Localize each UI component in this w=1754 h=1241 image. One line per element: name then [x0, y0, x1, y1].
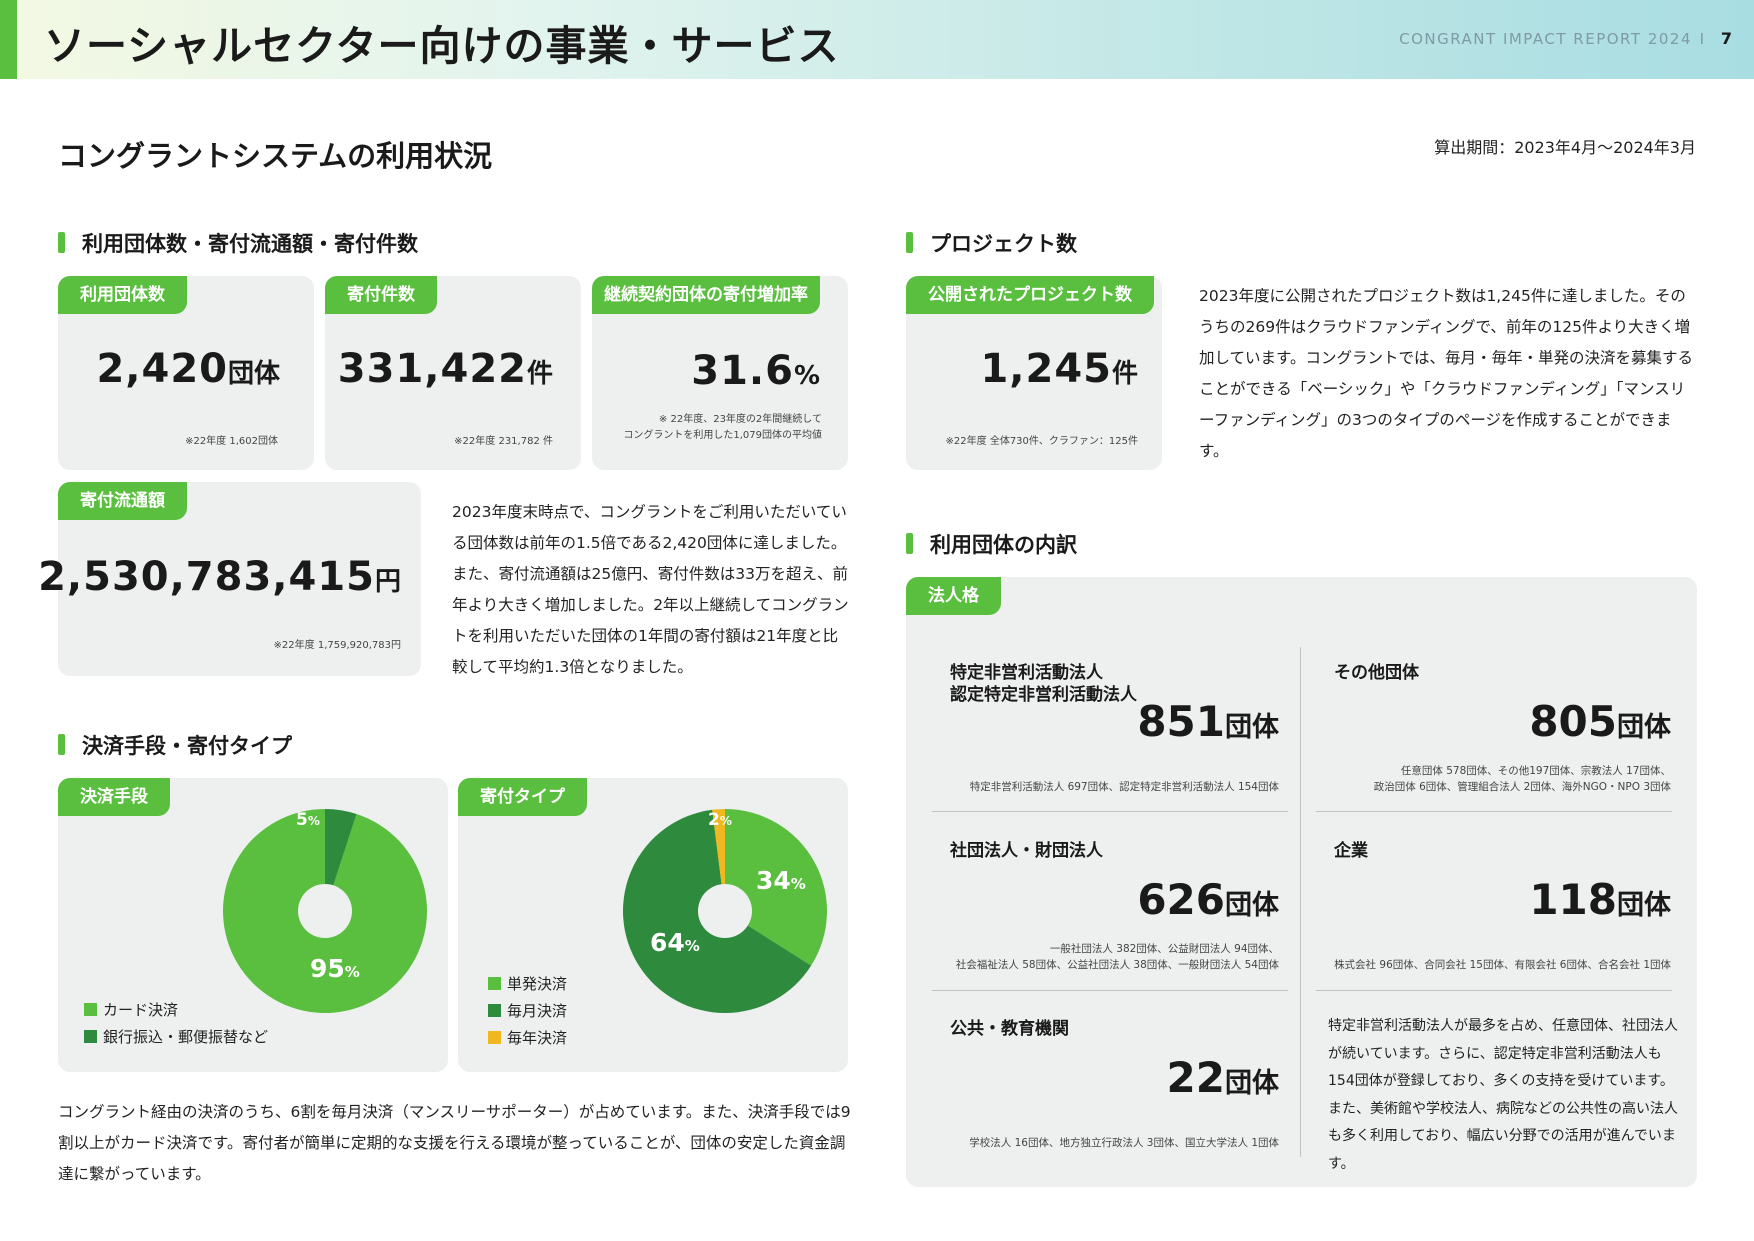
swatch-monthly	[488, 1004, 501, 1017]
period-label: 算出期間：2023年4月〜2024年3月	[1434, 138, 1696, 157]
card-project: 公開されたプロジェクト数 1,245件 ※22年度 全体730件、クラファン：1…	[906, 276, 1162, 470]
public-value: 22団体	[1166, 1053, 1279, 1102]
tag-growth: 継続契約団体の寄付増加率	[592, 276, 820, 314]
legend-item-card: カード決済	[84, 996, 268, 1023]
usage-text: 2023年度末時点で、コングラントをご利用いただいている団体数は前年の1.5倍で…	[452, 503, 849, 676]
section-title-usage: 利用団体数・寄付流通額・寄付件数	[58, 228, 418, 258]
value-amount: 2,530,783,415円	[38, 554, 401, 600]
npo-note: 特定非営利活動法人 697団体、認定特定非営利活動法人 154団体	[969, 781, 1279, 793]
tag-donation-type: 寄付タイプ	[458, 778, 587, 816]
company-note: 株式会社 96団体、合同会社 15団体、有限会社 6団体、合名会社 1団体	[1334, 959, 1671, 971]
pie-chart-payment-method	[223, 809, 427, 1013]
pie-label-single: 34%	[756, 866, 806, 895]
legend-item-bank: 銀行振込・郵便振替など	[84, 1023, 268, 1050]
pie-chart-donation-type	[623, 809, 827, 1013]
public-note: 学校法人 16団体、地方独立行政法人 3団体、国立大学法人 1団体	[969, 1137, 1279, 1149]
swatch-yearly	[488, 1031, 501, 1044]
value-project: 1,245件	[980, 346, 1138, 392]
divider-right-2	[1316, 990, 1672, 991]
pie-label-card: 95%	[310, 954, 360, 983]
other-value: 805団体	[1529, 697, 1671, 746]
divider-right-1	[1316, 811, 1672, 812]
note-donations: ※22年度 231,782 件	[454, 436, 553, 447]
card-payment-method: 決済手段 5% 95% カード決済 銀行振込・郵便振替など	[58, 778, 448, 1072]
npo-value: 851団体	[1137, 697, 1279, 746]
divider-left-2	[932, 990, 1288, 991]
card-donation-type: 寄付タイプ 2% 34% 64% 単発決済 毎月決済 毎年決済	[458, 778, 848, 1072]
pie-center-hole	[698, 884, 752, 938]
public-title: 公共・教育機関	[950, 1019, 1069, 1039]
card-breakdown: 法人格 特定非営利活動法人 認定特定非営利活動法人 851団体 特定非営利活動法…	[906, 577, 1697, 1187]
pie-label-bank: 5%	[296, 810, 320, 830]
swatch-card	[84, 1003, 97, 1016]
other-title: その他団体	[1334, 663, 1419, 683]
tag-donations: 寄付件数	[325, 276, 437, 314]
card-donations: 寄付件数 331,422件 ※22年度 231,782 件	[325, 276, 581, 470]
tag-project: 公開されたプロジェクト数	[906, 276, 1154, 314]
value-donations: 331,422件	[337, 346, 553, 392]
assoc-title: 社団法人・財団法人	[950, 841, 1103, 861]
swatch-bank	[84, 1030, 97, 1043]
breakdown-text: 特定非営利活動法人が最多を占め、任意団体、社団法人が続いています。さらに、認定特…	[1328, 1018, 1678, 1172]
legend-item-monthly: 毎月決済	[488, 997, 567, 1024]
value-growth: 31.6%	[691, 348, 820, 394]
note-project: ※22年度 全体730件、クラファン：125件	[945, 436, 1138, 447]
section-title-project: プロジェクト数	[906, 228, 1077, 258]
card-orgs: 利用団体数 2,420団体 ※22年度 1,602団体	[58, 276, 314, 470]
assoc-note: 一般社団法人 382団体、公益財団法人 94団体、 社会福祉法人 58団体、公益…	[955, 943, 1279, 971]
legend-donation-type: 単発決済 毎月決済 毎年決済	[488, 970, 567, 1051]
legend-payment-method: カード決済 銀行振込・郵便振替など	[84, 996, 268, 1050]
header-separator: I	[1699, 30, 1704, 48]
note-growth: ※ 22年度、23年度の2年間継続して コングラントを利用した1,079団体の平…	[623, 414, 822, 441]
section-title-breakdown: 利用団体の内訳	[906, 529, 1077, 559]
pie-slice-single	[725, 809, 827, 966]
assoc-value: 626団体	[1137, 875, 1279, 924]
tag-amount: 寄付流通額	[58, 482, 187, 520]
company-title: 企業	[1334, 841, 1368, 861]
tag-orgs: 利用団体数	[58, 276, 187, 314]
header-title: ソーシャルセクター向けの事業・サービス	[44, 22, 840, 70]
page-number: 7	[1720, 29, 1732, 48]
header-accent-bar	[0, 0, 17, 79]
swatch-single	[488, 977, 501, 990]
other-note: 任意団体 578団体、その他197団体、宗教法人 17団体、 政治団体 6団体、…	[1373, 765, 1671, 793]
pie-label-yearly: 2%	[708, 810, 732, 830]
page-heading: コングラントシステムの利用状況	[58, 139, 493, 173]
tag-legal-form: 法人格	[906, 577, 1001, 615]
npo-title: 特定非営利活動法人 認定特定非営利活動法人	[950, 663, 1137, 705]
card-growth: 継続契約団体の寄付増加率 31.6% ※ 22年度、23年度の2年間継続して コ…	[592, 276, 848, 470]
card-amount: 寄付流通額 2,530,783,415円 ※22年度 1,759,920,783…	[38, 482, 421, 676]
divider-vertical	[1300, 647, 1301, 1157]
payment-text: コングラント経由の決済のうち、6割を毎月決済（マンスリーサポーター）が占めていま…	[58, 1103, 851, 1183]
page-header: ソーシャルセクター向けの事業・サービス CONGRANT IMPACT REPO…	[0, 0, 1754, 79]
note-amount: ※22年度 1,759,920,783円	[273, 640, 401, 651]
pie-center-hole	[298, 884, 352, 938]
value-orgs: 2,420団体	[96, 346, 280, 392]
legend-item-single: 単発決済	[488, 970, 567, 997]
project-text: 2023年度に公開されたプロジェクト数は1,245件に達しました。そのうちの26…	[1199, 287, 1693, 460]
section-title-payment: 決済手段・寄付タイプ	[58, 730, 292, 760]
company-value: 118団体	[1529, 875, 1671, 924]
legend-item-yearly: 毎年決済	[488, 1024, 567, 1051]
note-orgs: ※22年度 1,602団体	[185, 436, 278, 447]
report-name: CONGRANT IMPACT REPORT 2024	[1399, 30, 1692, 48]
pie-label-monthly: 64%	[650, 928, 700, 957]
divider-left-1	[932, 811, 1288, 812]
tag-payment-method: 決済手段	[58, 778, 170, 816]
